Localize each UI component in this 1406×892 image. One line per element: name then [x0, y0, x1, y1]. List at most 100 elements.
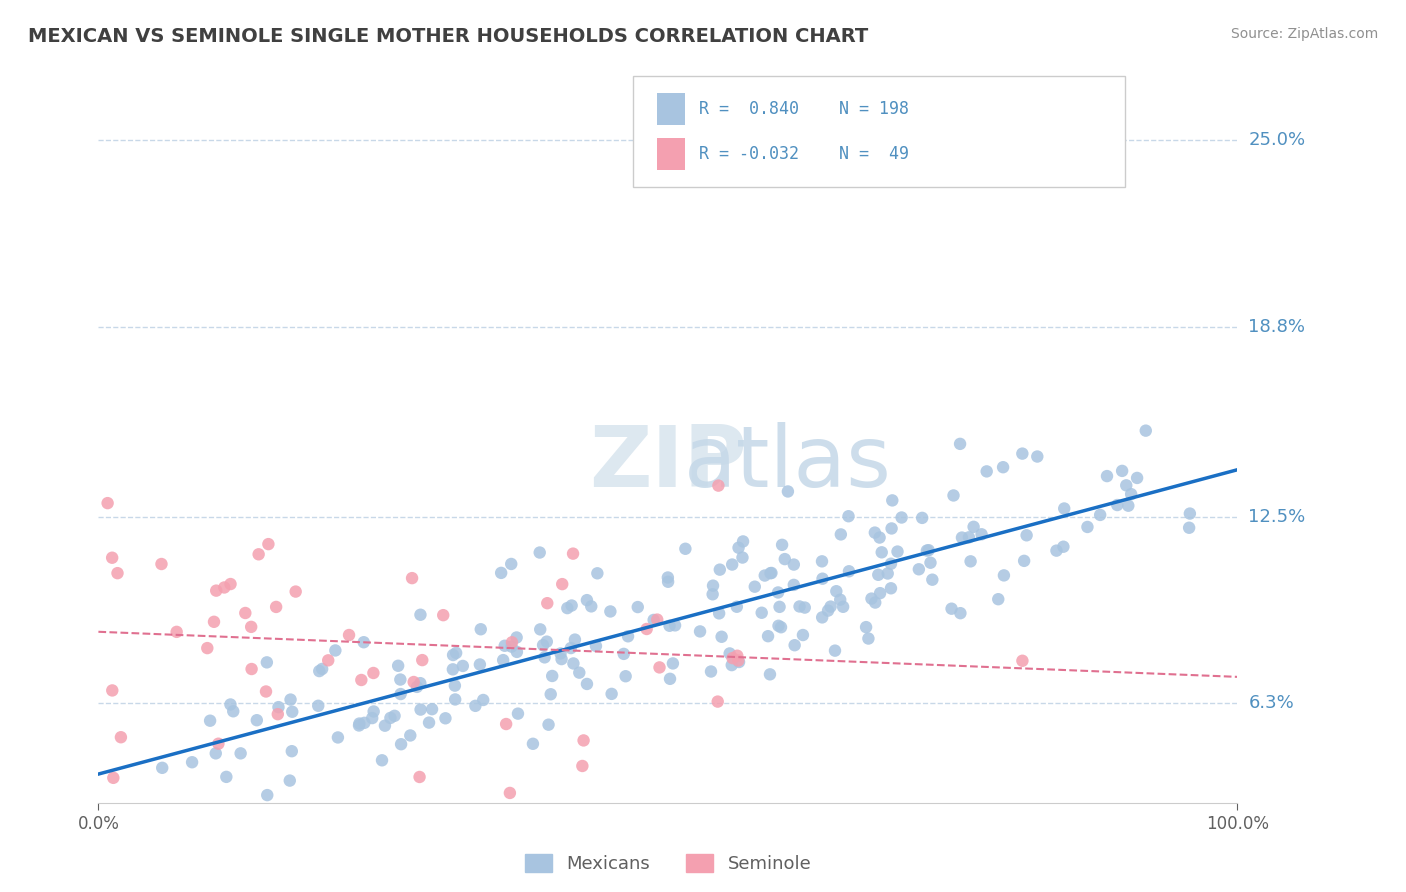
Point [585, 639, 607, 653]
Point [198, 714, 221, 728]
Point [411, 653, 433, 667]
Point [564, 632, 586, 647]
Point [770, 538, 793, 552]
Point [773, 552, 796, 566]
Point [702, 587, 724, 601]
Point [970, 527, 993, 541]
Text: 18.8%: 18.8% [1249, 318, 1305, 336]
Point [707, 607, 730, 621]
Point [908, 562, 931, 576]
Point [568, 665, 591, 680]
Point [451, 659, 474, 673]
Point [783, 638, 806, 652]
Point [759, 667, 782, 681]
Point [326, 731, 349, 745]
Point [1135, 424, 1157, 438]
Point [657, 574, 679, 589]
Point [537, 717, 560, 731]
Point [991, 460, 1014, 475]
Point [202, 615, 225, 629]
Point [233, 606, 256, 620]
Point [915, 543, 938, 558]
Point [911, 511, 934, 525]
Point [825, 584, 848, 599]
Point [817, 604, 839, 618]
Point [489, 566, 512, 580]
Point [110, 730, 132, 744]
Point [1107, 498, 1129, 512]
Point [349, 716, 371, 731]
Point [868, 567, 890, 582]
Point [402, 675, 425, 690]
Point [444, 679, 467, 693]
Point [506, 706, 529, 721]
Point [380, 711, 402, 725]
Point [533, 650, 555, 665]
Point [495, 717, 517, 731]
Text: ZIP: ZIP [589, 422, 747, 505]
Point [1116, 499, 1139, 513]
Point [505, 631, 527, 645]
Point [389, 673, 412, 687]
Point [325, 643, 347, 657]
Point [181, 756, 204, 770]
Text: 25.0%: 25.0% [1249, 131, 1306, 150]
Point [645, 613, 668, 627]
Point [267, 700, 290, 714]
Point [728, 655, 751, 669]
Point [468, 657, 491, 672]
Point [869, 531, 891, 545]
Point [1126, 471, 1149, 485]
Point [766, 585, 789, 599]
Legend: Mexicans, Seminole: Mexicans, Seminole [517, 847, 818, 880]
Point [501, 557, 523, 571]
Point [550, 652, 572, 666]
Point [1121, 487, 1143, 501]
Point [793, 600, 815, 615]
Point [949, 606, 972, 620]
Point [718, 647, 741, 661]
Text: R = -0.032    N =  49: R = -0.032 N = 49 [699, 145, 908, 163]
Point [205, 583, 228, 598]
Point [950, 531, 973, 545]
Point [257, 537, 280, 551]
Point [529, 623, 551, 637]
Point [658, 619, 681, 633]
Point [401, 571, 423, 585]
Point [761, 566, 783, 580]
Point [721, 651, 744, 665]
Point [837, 509, 859, 524]
Point [731, 550, 754, 565]
Point [1088, 508, 1111, 522]
Point [731, 534, 754, 549]
Point [880, 557, 903, 571]
Point [214, 581, 236, 595]
Point [280, 692, 302, 706]
Point [256, 788, 278, 802]
Point [725, 648, 748, 663]
Point [499, 786, 522, 800]
Point [860, 591, 883, 606]
Point [700, 665, 723, 679]
Point [337, 628, 360, 642]
Point [557, 601, 579, 615]
Point [350, 673, 373, 687]
Point [432, 608, 454, 623]
Point [240, 662, 263, 676]
Point [1012, 554, 1035, 568]
Text: MEXICAN VS SEMINOLE SINGLE MOTHER HOUSEHOLDS CORRELATION CHART: MEXICAN VS SEMINOLE SINGLE MOTHER HOUSEH… [28, 27, 869, 45]
Point [472, 693, 495, 707]
Point [689, 624, 711, 639]
Point [657, 570, 679, 584]
Point [759, 566, 782, 581]
Point [501, 635, 523, 649]
Point [870, 545, 893, 559]
Point [441, 662, 464, 676]
Point [820, 599, 842, 614]
Point [571, 759, 593, 773]
Point [706, 695, 728, 709]
Point [855, 620, 877, 634]
Point [434, 711, 457, 725]
Point [254, 684, 277, 698]
Point [882, 493, 904, 508]
